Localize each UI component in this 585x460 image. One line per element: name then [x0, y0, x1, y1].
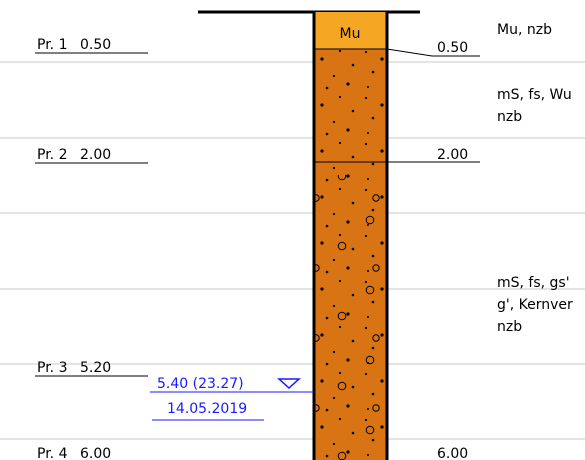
layer-descriptions: Mu, nzb mS, fs, Wu nzb mS, fs, gs' g', K… [497, 22, 573, 335]
sample-label: Pr. 2 [37, 147, 67, 163]
layer-description-line: nzb [497, 319, 522, 335]
layer-description-line: nzb [497, 109, 522, 125]
layer-depth: 6.00 [437, 446, 468, 460]
gravel-texture [314, 175, 387, 460]
topsoil-label: Mu [340, 26, 361, 42]
layer-description-line: mS, fs, Wu [497, 87, 572, 103]
layer-depth: 0.50 [437, 40, 468, 56]
layer-depth-labels: 0.50 2.00 6.00 [386, 40, 480, 460]
sample-depth: 6.00 [80, 446, 111, 460]
layer-description-line: g', Kernver [497, 297, 573, 313]
groundwater-marker: 5.40 (23.27) 14.05.2019 [150, 376, 314, 421]
sample-depth: 0.50 [80, 37, 111, 53]
topsoil-layer [314, 12, 387, 49]
sample-label: Pr. 3 [37, 360, 67, 376]
sample-label: Pr. 4 [37, 446, 68, 460]
sample-depth: 5.20 [80, 360, 111, 376]
sample-depth: 2.00 [80, 147, 111, 163]
groundwater-level: 5.40 (23.27) [157, 376, 244, 392]
left-grid-lines [0, 61, 314, 440]
groundwater-date: 14.05.2019 [167, 401, 247, 417]
layer-description-line: mS, fs, gs' [497, 275, 570, 291]
sample-label: Pr. 1 [37, 37, 67, 53]
layer-depth: 2.00 [437, 147, 468, 163]
layer-description-line: Mu, nzb [497, 22, 552, 38]
sample-labels: Pr. 1 0.50 Pr. 2 2.00 Pr. 3 5.20 Pr. 4 6… [35, 37, 148, 460]
depth-leader [386, 48, 433, 57]
right-grid-lines [387, 61, 585, 440]
water-table-triangle-icon [277, 378, 301, 390]
